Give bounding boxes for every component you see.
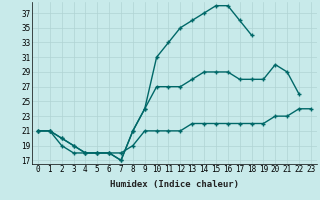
X-axis label: Humidex (Indice chaleur): Humidex (Indice chaleur) <box>110 180 239 189</box>
